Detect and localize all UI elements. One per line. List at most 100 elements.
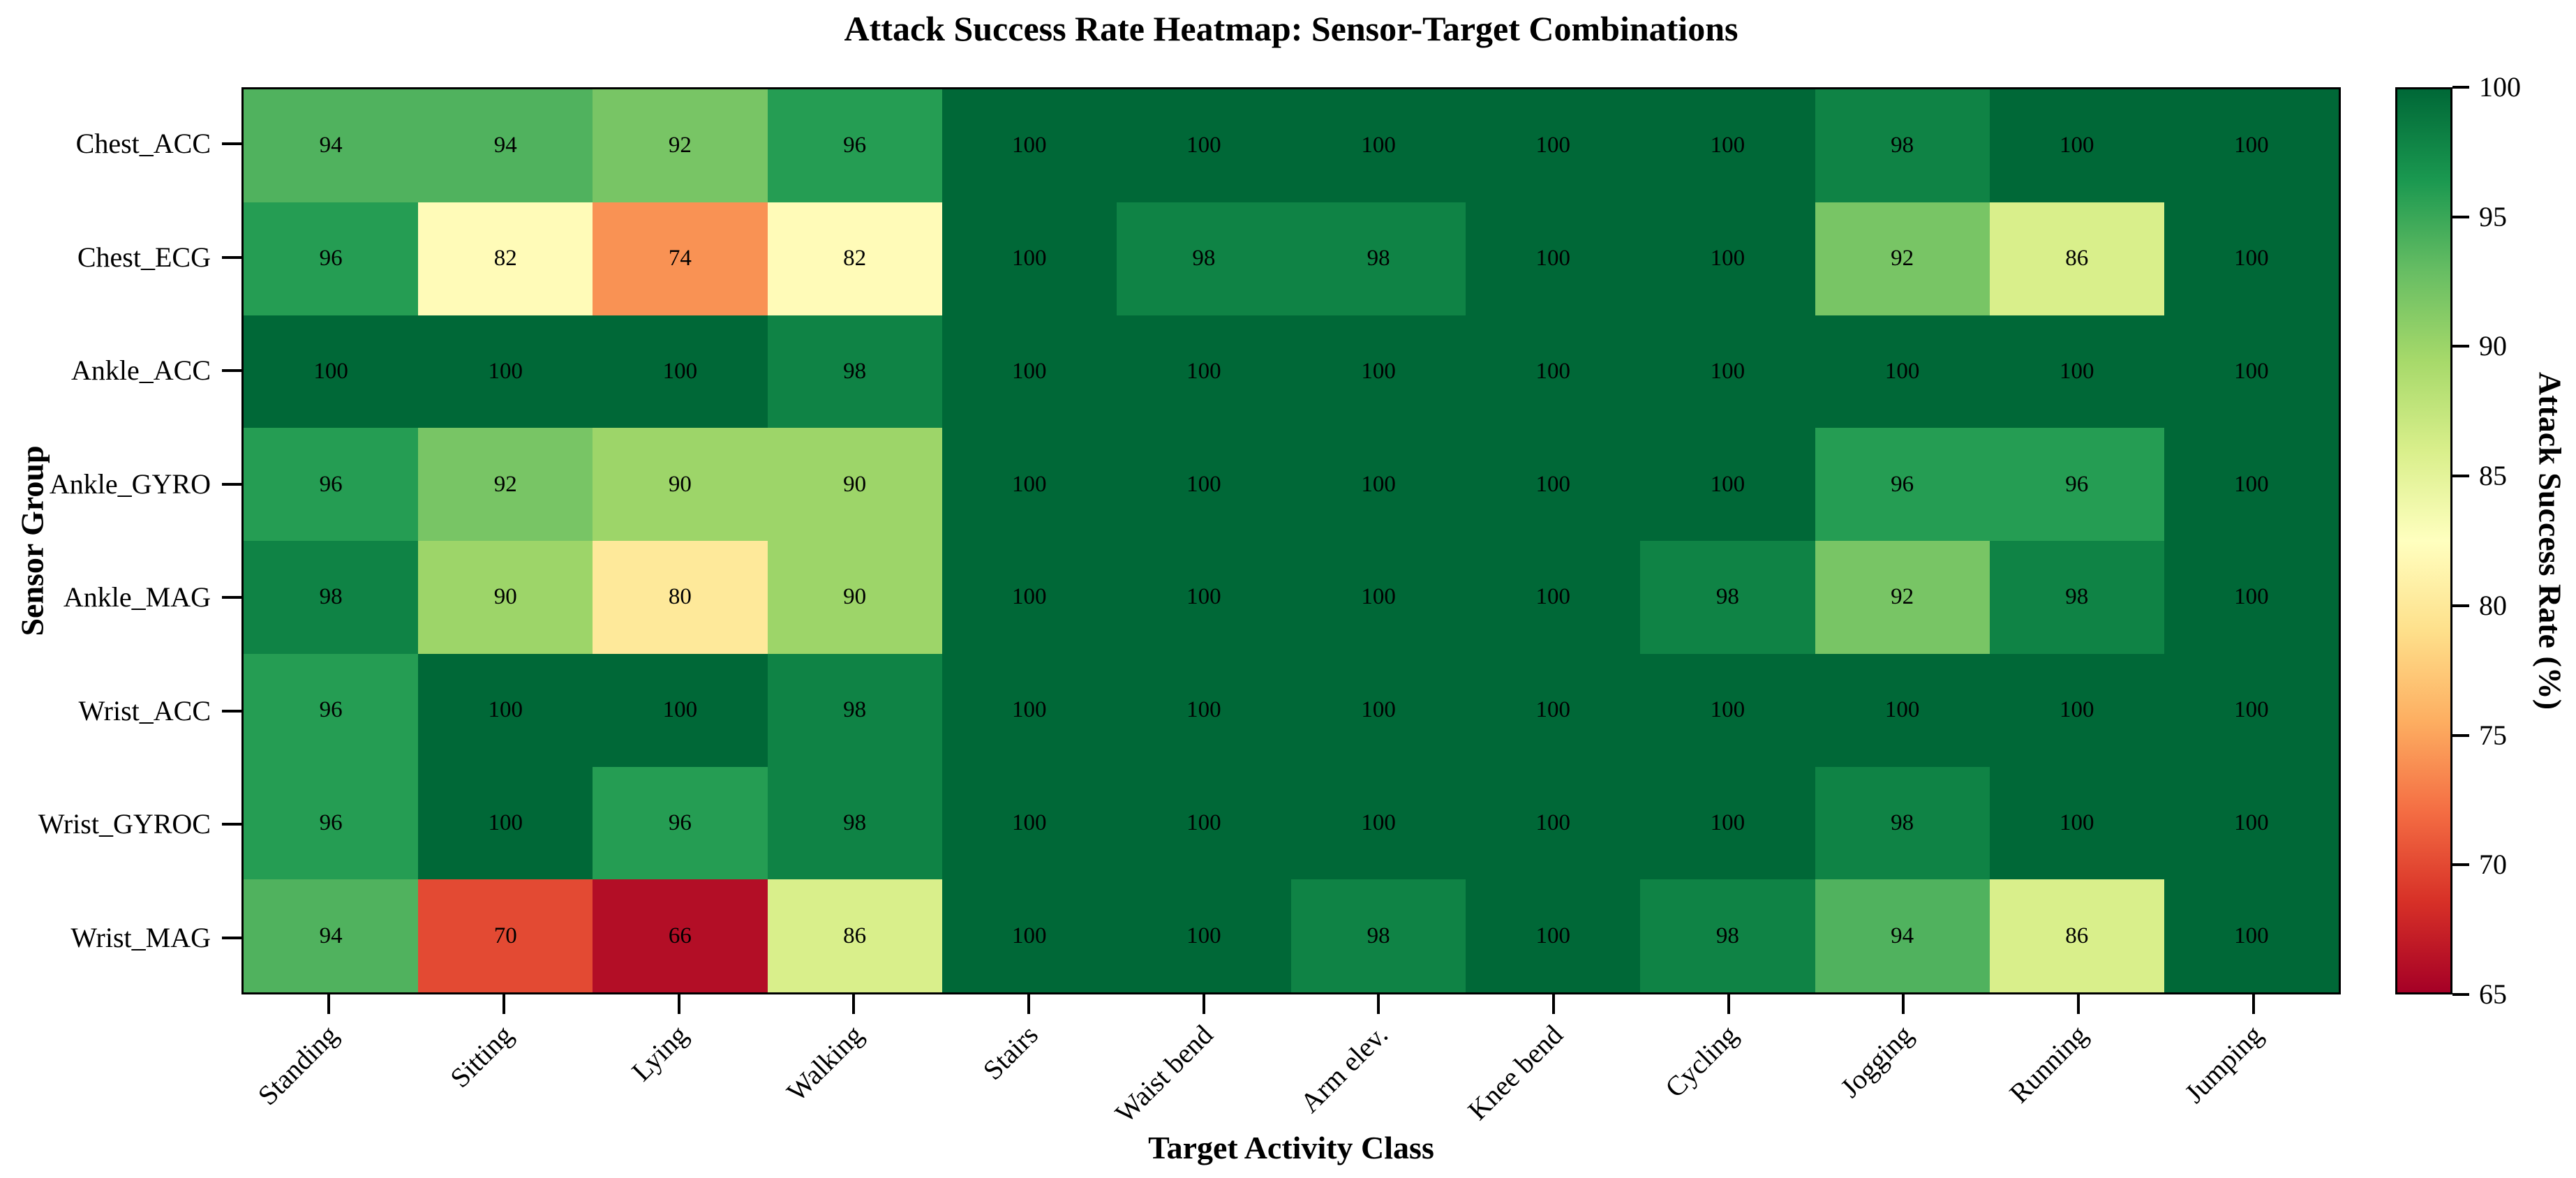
- cell-value: 100: [1186, 923, 1221, 948]
- colorbar-tick-label: 100: [2479, 71, 2521, 103]
- y-tick-mark: [222, 823, 241, 826]
- x-tick-label: Stairs: [976, 1018, 1044, 1087]
- x-tick-label: Jumping: [2178, 1018, 2269, 1110]
- cell-value: 94: [319, 923, 343, 948]
- cell-value: 86: [2065, 923, 2089, 948]
- cell-value: 100: [1011, 923, 1047, 948]
- cell-value: 100: [662, 697, 698, 723]
- heatmap-grid: 94 94 92 96 100 100 100 100 100 98 100 100 96 82 74 82 1…: [241, 87, 2341, 994]
- y-tick-mark: [222, 142, 241, 146]
- heatmap-cell: 100: [1640, 315, 1815, 428]
- heatmap-cell: 92: [418, 428, 593, 541]
- heatmap-cell: 96: [244, 653, 419, 767]
- heatmap-cell: 94: [244, 89, 419, 202]
- y-tick-label: Ankle_MAG: [63, 581, 211, 613]
- y-tick-label: Wrist_GYROC: [38, 808, 211, 840]
- cell-value: 100: [2059, 697, 2094, 723]
- x-tick-mark: [327, 994, 331, 1014]
- colorbar-tick-label: 80: [2479, 589, 2507, 621]
- heatmap-cell: 96: [244, 202, 419, 315]
- x-tick-label: Knee bend: [1461, 1018, 1569, 1126]
- cell-value: 100: [1186, 133, 1221, 158]
- heatmap-cell: 100: [1466, 89, 1641, 202]
- heatmap-cell: 98: [1989, 541, 2164, 654]
- heatmap-cell: 100: [1466, 653, 1641, 767]
- heatmap-cell: 100: [1291, 89, 1466, 202]
- cell-value: 100: [488, 697, 523, 723]
- heatmap-cell: 100: [1640, 89, 1815, 202]
- cell-value: 96: [319, 471, 343, 497]
- heatmap-cell: 100: [2164, 315, 2339, 428]
- cell-value: 80: [668, 584, 692, 610]
- colorbar-tick-label: 65: [2479, 978, 2507, 1010]
- cell-value: 100: [1361, 471, 1396, 497]
- heatmap-cell: 100: [1466, 766, 1641, 880]
- cell-value: 100: [2059, 133, 2094, 158]
- cell-value: 94: [1891, 923, 1914, 948]
- cell-value: 74: [668, 246, 692, 271]
- colorbar-label: Attack Success Rate (%): [2532, 371, 2568, 710]
- cell-value: 100: [2234, 697, 2269, 723]
- cell-value: 98: [1367, 246, 1390, 271]
- colorbar-tick-label: 70: [2479, 849, 2507, 881]
- cell-value: 100: [1361, 133, 1396, 158]
- heatmap-cell: 100: [1989, 653, 2164, 767]
- heatmap-cell: 100: [418, 766, 593, 880]
- cell-value: 100: [2234, 584, 2269, 610]
- cell-value: 100: [1186, 358, 1221, 384]
- cell-value: 100: [1011, 358, 1047, 384]
- cell-value: 100: [1361, 810, 1396, 835]
- cell-value: 98: [1891, 810, 1914, 835]
- heatmap-cell: 100: [1989, 89, 2164, 202]
- heatmap-cell: 100: [941, 428, 1117, 541]
- cell-value: 100: [1710, 697, 1745, 723]
- colorbar-tick-mark: [2452, 215, 2469, 218]
- heatmap-cell: 94: [1815, 879, 1990, 992]
- cell-value: 96: [2065, 471, 2089, 497]
- y-tick-label: Chest_ECG: [77, 241, 211, 273]
- y-tick-mark: [222, 709, 241, 713]
- heatmap-cell: 98: [767, 653, 942, 767]
- cell-value: 100: [1884, 358, 1920, 384]
- cell-value: 100: [1011, 810, 1047, 835]
- cell-value: 100: [1011, 133, 1047, 158]
- cell-value: 100: [1535, 810, 1570, 835]
- cell-value: 96: [1891, 471, 1914, 497]
- heatmap-cell: 100: [1815, 315, 1990, 428]
- x-tick-label: Lying: [625, 1018, 694, 1087]
- cell-value: 100: [1011, 697, 1047, 723]
- heatmap-cell: 66: [593, 879, 768, 992]
- heatmap-cell: 94: [244, 879, 419, 992]
- heatmap-cell: 92: [1815, 202, 1990, 315]
- cell-value: 96: [668, 810, 692, 835]
- cell-value: 100: [2234, 246, 2269, 271]
- colorbar-tick-label: 95: [2479, 200, 2507, 232]
- cell-value: 100: [313, 358, 348, 384]
- cell-value: 90: [668, 471, 692, 497]
- heatmap-cell: 100: [2164, 428, 2339, 541]
- y-axis-title: Sensor Group: [14, 445, 50, 636]
- cell-value: 66: [668, 923, 692, 948]
- heatmap-cell: 100: [1116, 89, 1291, 202]
- cell-value: 100: [2234, 923, 2269, 948]
- y-tick-label: Ankle_ACC: [71, 355, 211, 387]
- cell-value: 100: [1361, 358, 1396, 384]
- heatmap-cell: 74: [593, 202, 768, 315]
- heatmap-cell: 100: [1291, 315, 1466, 428]
- cell-value: 100: [488, 810, 523, 835]
- cell-value: 98: [1192, 246, 1216, 271]
- heatmap-cell: 98: [1291, 202, 1466, 315]
- chart-title: Attack Success Rate Heatmap: Sensor-Targ…: [844, 9, 1739, 48]
- cell-value: 100: [1186, 697, 1221, 723]
- heatmap-cell: 100: [1116, 541, 1291, 654]
- colorbar-tick-label: 90: [2479, 330, 2507, 362]
- x-tick-label: Cycling: [1658, 1018, 1744, 1104]
- cell-value: 86: [2065, 246, 2089, 271]
- x-tick-mark: [2251, 994, 2255, 1014]
- heatmap-cell: 100: [1640, 428, 1815, 541]
- x-tick-mark: [1377, 994, 1380, 1014]
- cell-value: 96: [319, 246, 343, 271]
- heatmap-cell: 98: [1640, 879, 1815, 992]
- cell-value: 98: [843, 810, 867, 835]
- heatmap-cell: 100: [418, 315, 593, 428]
